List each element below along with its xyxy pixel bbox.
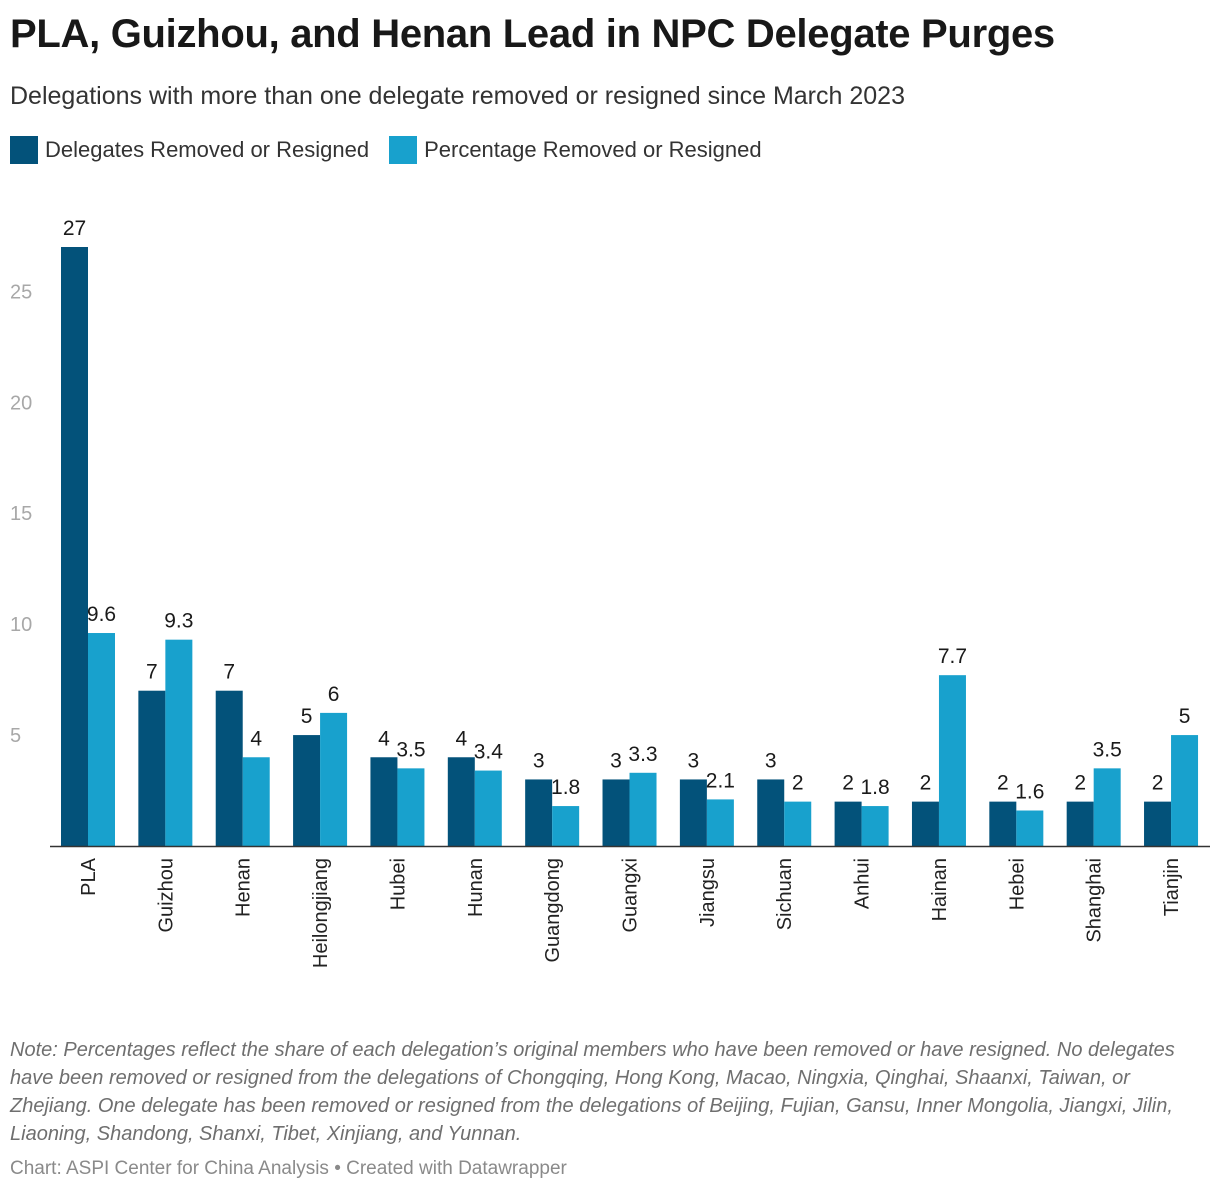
bar-percentage <box>629 772 657 846</box>
bar-percentage <box>320 712 348 846</box>
bar-percentage <box>474 770 502 846</box>
data-label-delegates: 7 <box>146 661 158 684</box>
x-tick-label: Tianjin <box>1161 858 1183 916</box>
x-tick-label: Hunan <box>465 858 487 917</box>
bar-delegates <box>370 757 398 846</box>
data-label-percentage: 1.8 <box>551 776 580 799</box>
data-label-delegates: 2 <box>1074 772 1086 795</box>
bar-delegates <box>602 779 630 846</box>
data-label-delegates: 4 <box>455 727 467 750</box>
data-label-percentage: 3.5 <box>1093 738 1122 761</box>
bar-percentage <box>938 675 966 846</box>
bar-delegates <box>1066 801 1094 846</box>
bar-delegates <box>293 735 321 846</box>
data-label-percentage: 2.1 <box>706 769 735 792</box>
data-label-delegates: 7 <box>223 661 235 684</box>
x-tick-label: Shanghai <box>1084 858 1106 943</box>
legend: Delegates Removed or Resigned Percentage… <box>10 136 782 164</box>
data-label-percentage: 1.8 <box>860 776 889 799</box>
x-tick-label: Hainan <box>929 858 951 921</box>
data-label-percentage: 6 <box>328 683 340 706</box>
y-tick-label: 15 <box>10 503 32 525</box>
data-label-delegates: 3 <box>533 749 545 772</box>
bar-delegates <box>1144 801 1172 846</box>
bar-percentage <box>1171 735 1199 846</box>
legend-swatch-delegates <box>10 136 38 164</box>
bar-chart: 510152025279.6PLA79.3Guizhou74Henan56Hei… <box>10 217 1210 968</box>
y-tick-label: 5 <box>10 725 21 747</box>
legend-item-delegates: Delegates Removed or Resigned <box>10 136 369 164</box>
x-tick-label: Hebei <box>1006 858 1028 910</box>
bar-percentage <box>552 806 580 846</box>
bar-delegates <box>61 247 88 846</box>
legend-label-percentage: Percentage Removed or Resigned <box>424 137 762 162</box>
bar-delegates <box>834 801 862 846</box>
data-label-delegates: 2 <box>920 772 932 795</box>
chart-subtitle: Delegations with more than one delegate … <box>10 82 905 110</box>
x-tick-label: Guangxi <box>620 858 642 933</box>
bar-delegates <box>911 801 939 846</box>
data-label-percentage: 7.7 <box>938 645 967 668</box>
bar-delegates <box>525 779 553 846</box>
bar-delegates <box>989 801 1017 846</box>
x-tick-label: Guangdong <box>542 858 564 963</box>
chart-note: Note: Percentages reflect the share of e… <box>10 1039 1175 1145</box>
bar-delegates <box>757 779 785 846</box>
data-label-percentage: 3.3 <box>628 743 657 766</box>
data-label-percentage: 5 <box>1179 705 1191 728</box>
x-tick-label: Hubei <box>387 858 409 910</box>
data-label-percentage: 3.5 <box>396 738 425 761</box>
chart-title: PLA, Guizhou, and Henan Lead in NPC Dele… <box>10 12 1055 56</box>
bar-delegates <box>138 690 166 846</box>
bar-delegates <box>679 779 707 846</box>
y-tick-label: 20 <box>10 392 32 414</box>
legend-label-delegates: Delegates Removed or Resigned <box>45 137 370 162</box>
x-tick-label: Heilongjiang <box>310 858 332 968</box>
y-tick-label: 10 <box>10 614 32 636</box>
data-label-percentage: 2 <box>792 772 804 795</box>
data-label-delegates: 3 <box>610 749 622 772</box>
data-label-delegates: 3 <box>688 749 700 772</box>
x-tick-label: PLA <box>78 857 100 895</box>
x-tick-label: Jiangsu <box>697 858 719 927</box>
bar-percentage <box>861 806 889 846</box>
bar-delegates <box>447 757 475 846</box>
y-tick-label: 25 <box>10 281 32 303</box>
legend-swatch-percentage <box>389 136 418 164</box>
data-label-percentage: 4 <box>250 727 262 750</box>
bar-percentage <box>397 768 425 846</box>
chart-credit: Chart: ASPI Center for China Analysis • … <box>10 1158 567 1179</box>
bar-percentage <box>706 799 734 846</box>
x-tick-label: Henan <box>233 858 255 917</box>
data-label-percentage: 3.4 <box>474 741 504 764</box>
data-label-delegates: 3 <box>765 749 777 772</box>
x-tick-label: Anhui <box>852 858 874 909</box>
bar-percentage <box>784 801 812 846</box>
data-label-percentage: 1.6 <box>1015 781 1044 804</box>
x-tick-label: Guizhou <box>155 858 177 933</box>
x-tick-label: Sichuan <box>774 858 796 930</box>
data-label-delegates: 27 <box>63 217 86 240</box>
bar-percentage <box>165 639 193 846</box>
bar-percentage <box>242 757 270 846</box>
data-label-delegates: 2 <box>997 772 1009 795</box>
data-label-delegates: 5 <box>301 705 313 728</box>
data-label-percentage: 9.6 <box>87 603 116 626</box>
data-label-percentage: 9.3 <box>164 610 193 633</box>
bar-percentage <box>1093 768 1121 846</box>
legend-item-percentage: Percentage Removed or Resigned <box>389 136 762 164</box>
data-label-delegates: 2 <box>1152 772 1164 795</box>
data-label-delegates: 4 <box>378 727 390 750</box>
bar-delegates <box>215 690 243 846</box>
data-label-delegates: 2 <box>842 772 854 795</box>
bar-percentage <box>88 633 115 846</box>
bar-percentage <box>1016 810 1044 846</box>
